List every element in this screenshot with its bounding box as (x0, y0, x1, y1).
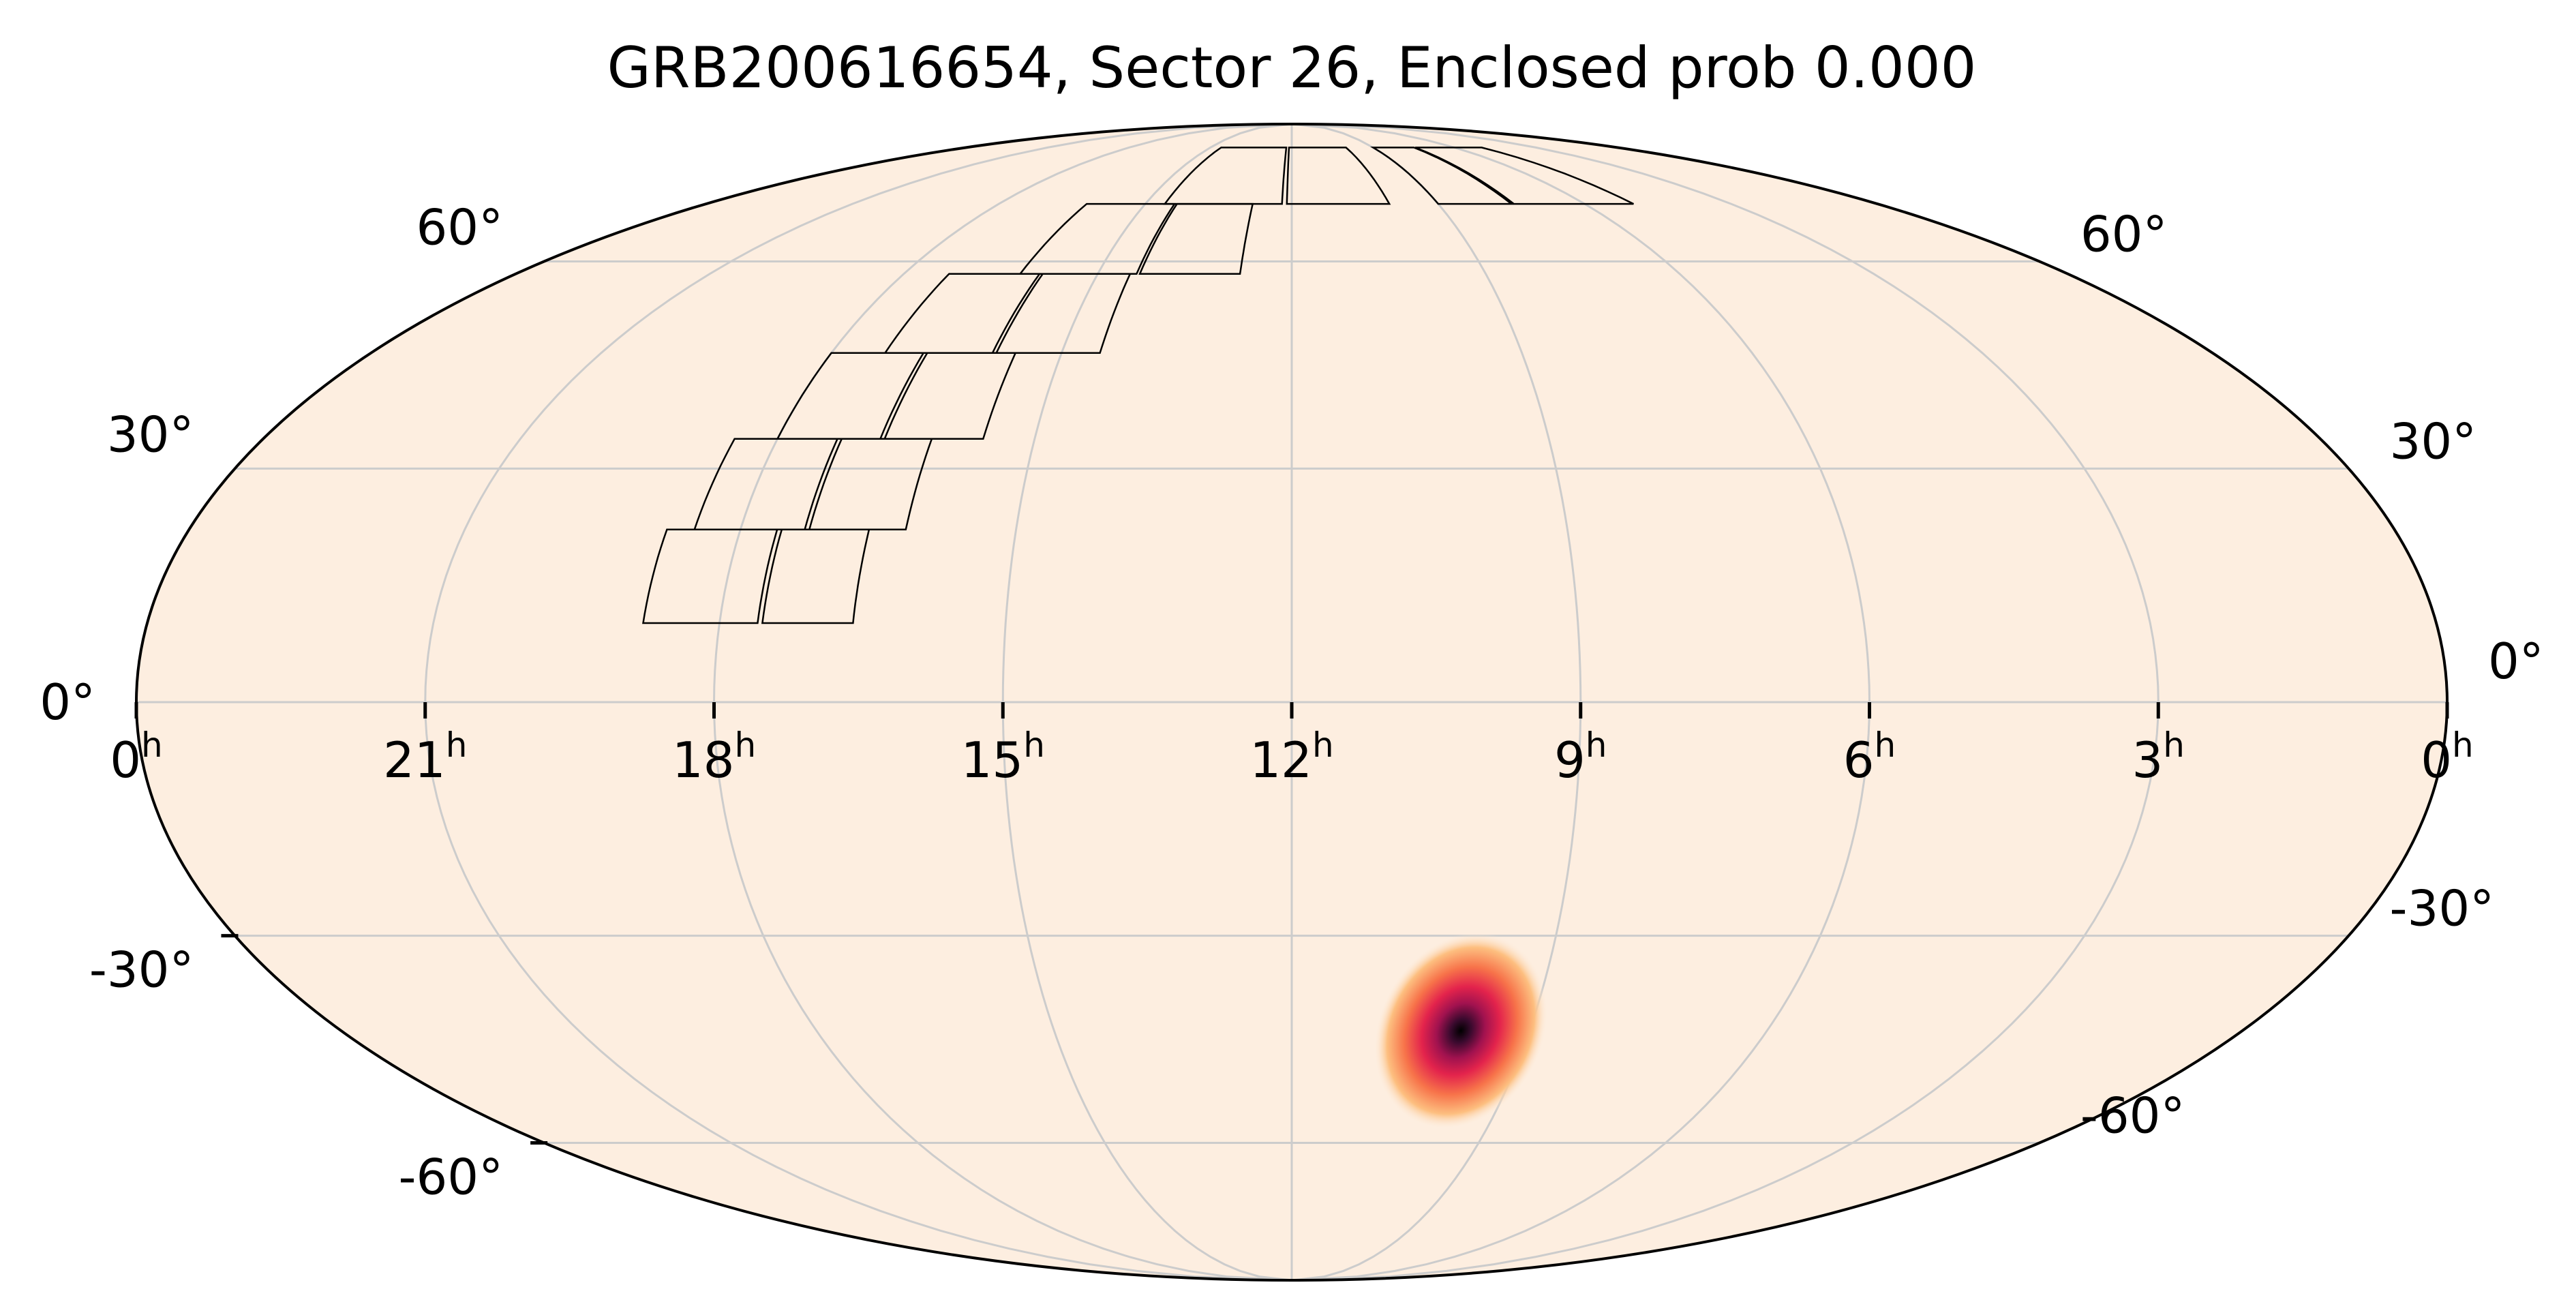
ra-tick-labels: 0h 21h 18h 15h 12h 9h 6h 3h 0h (110, 702, 2474, 789)
ra-tick-label: 18h (672, 725, 756, 789)
dec-tick-label-left: 60° (416, 198, 504, 256)
ra-tick-label: 15h (961, 725, 1045, 789)
ra-tick-label: 12h (1249, 725, 1333, 789)
dec-tick-label-right: -30° (2390, 880, 2495, 937)
ra-tick-label: 3h (2132, 725, 2185, 789)
ra-tick-label: 21h (383, 725, 467, 789)
ra-tick-label: 0h (2421, 725, 2474, 789)
ccd-footprint-cell (1286, 147, 1391, 205)
ra-tick-label: 0h (110, 725, 163, 789)
dec-tick-label-left: 30° (107, 406, 194, 463)
dec-tick-label-left: -60° (399, 1149, 504, 1206)
dec-tick-label-left: -30° (89, 941, 194, 999)
dec-tick-label-right: 60° (2080, 205, 2168, 262)
ccd-footprint-cell (1369, 147, 1515, 205)
dec-tick-label-right: -60° (2080, 1087, 2185, 1145)
dec-tick-labels: 60° 60° 30° 30° 0° 0° -30° -30° -60° -60° (40, 198, 2544, 1205)
probability-region (1374, 933, 1548, 1129)
dec-tick-label-left: 0° (40, 674, 95, 731)
probability-blob (1374, 933, 1548, 1129)
ra-tick-label: 9h (1554, 725, 1607, 789)
ra-tick-label: 6h (1843, 725, 1896, 789)
tess-footprint (642, 147, 1634, 624)
dec-tick-label-right: 30° (2390, 412, 2477, 470)
dec-tick-label-right: 0° (2488, 633, 2544, 690)
ccd-footprint-cell (1414, 147, 1634, 205)
ccd-footprint-cell (1163, 147, 1288, 205)
figure-title: GRB200616654, Sector 26, Enclosed prob 0… (607, 35, 1977, 101)
